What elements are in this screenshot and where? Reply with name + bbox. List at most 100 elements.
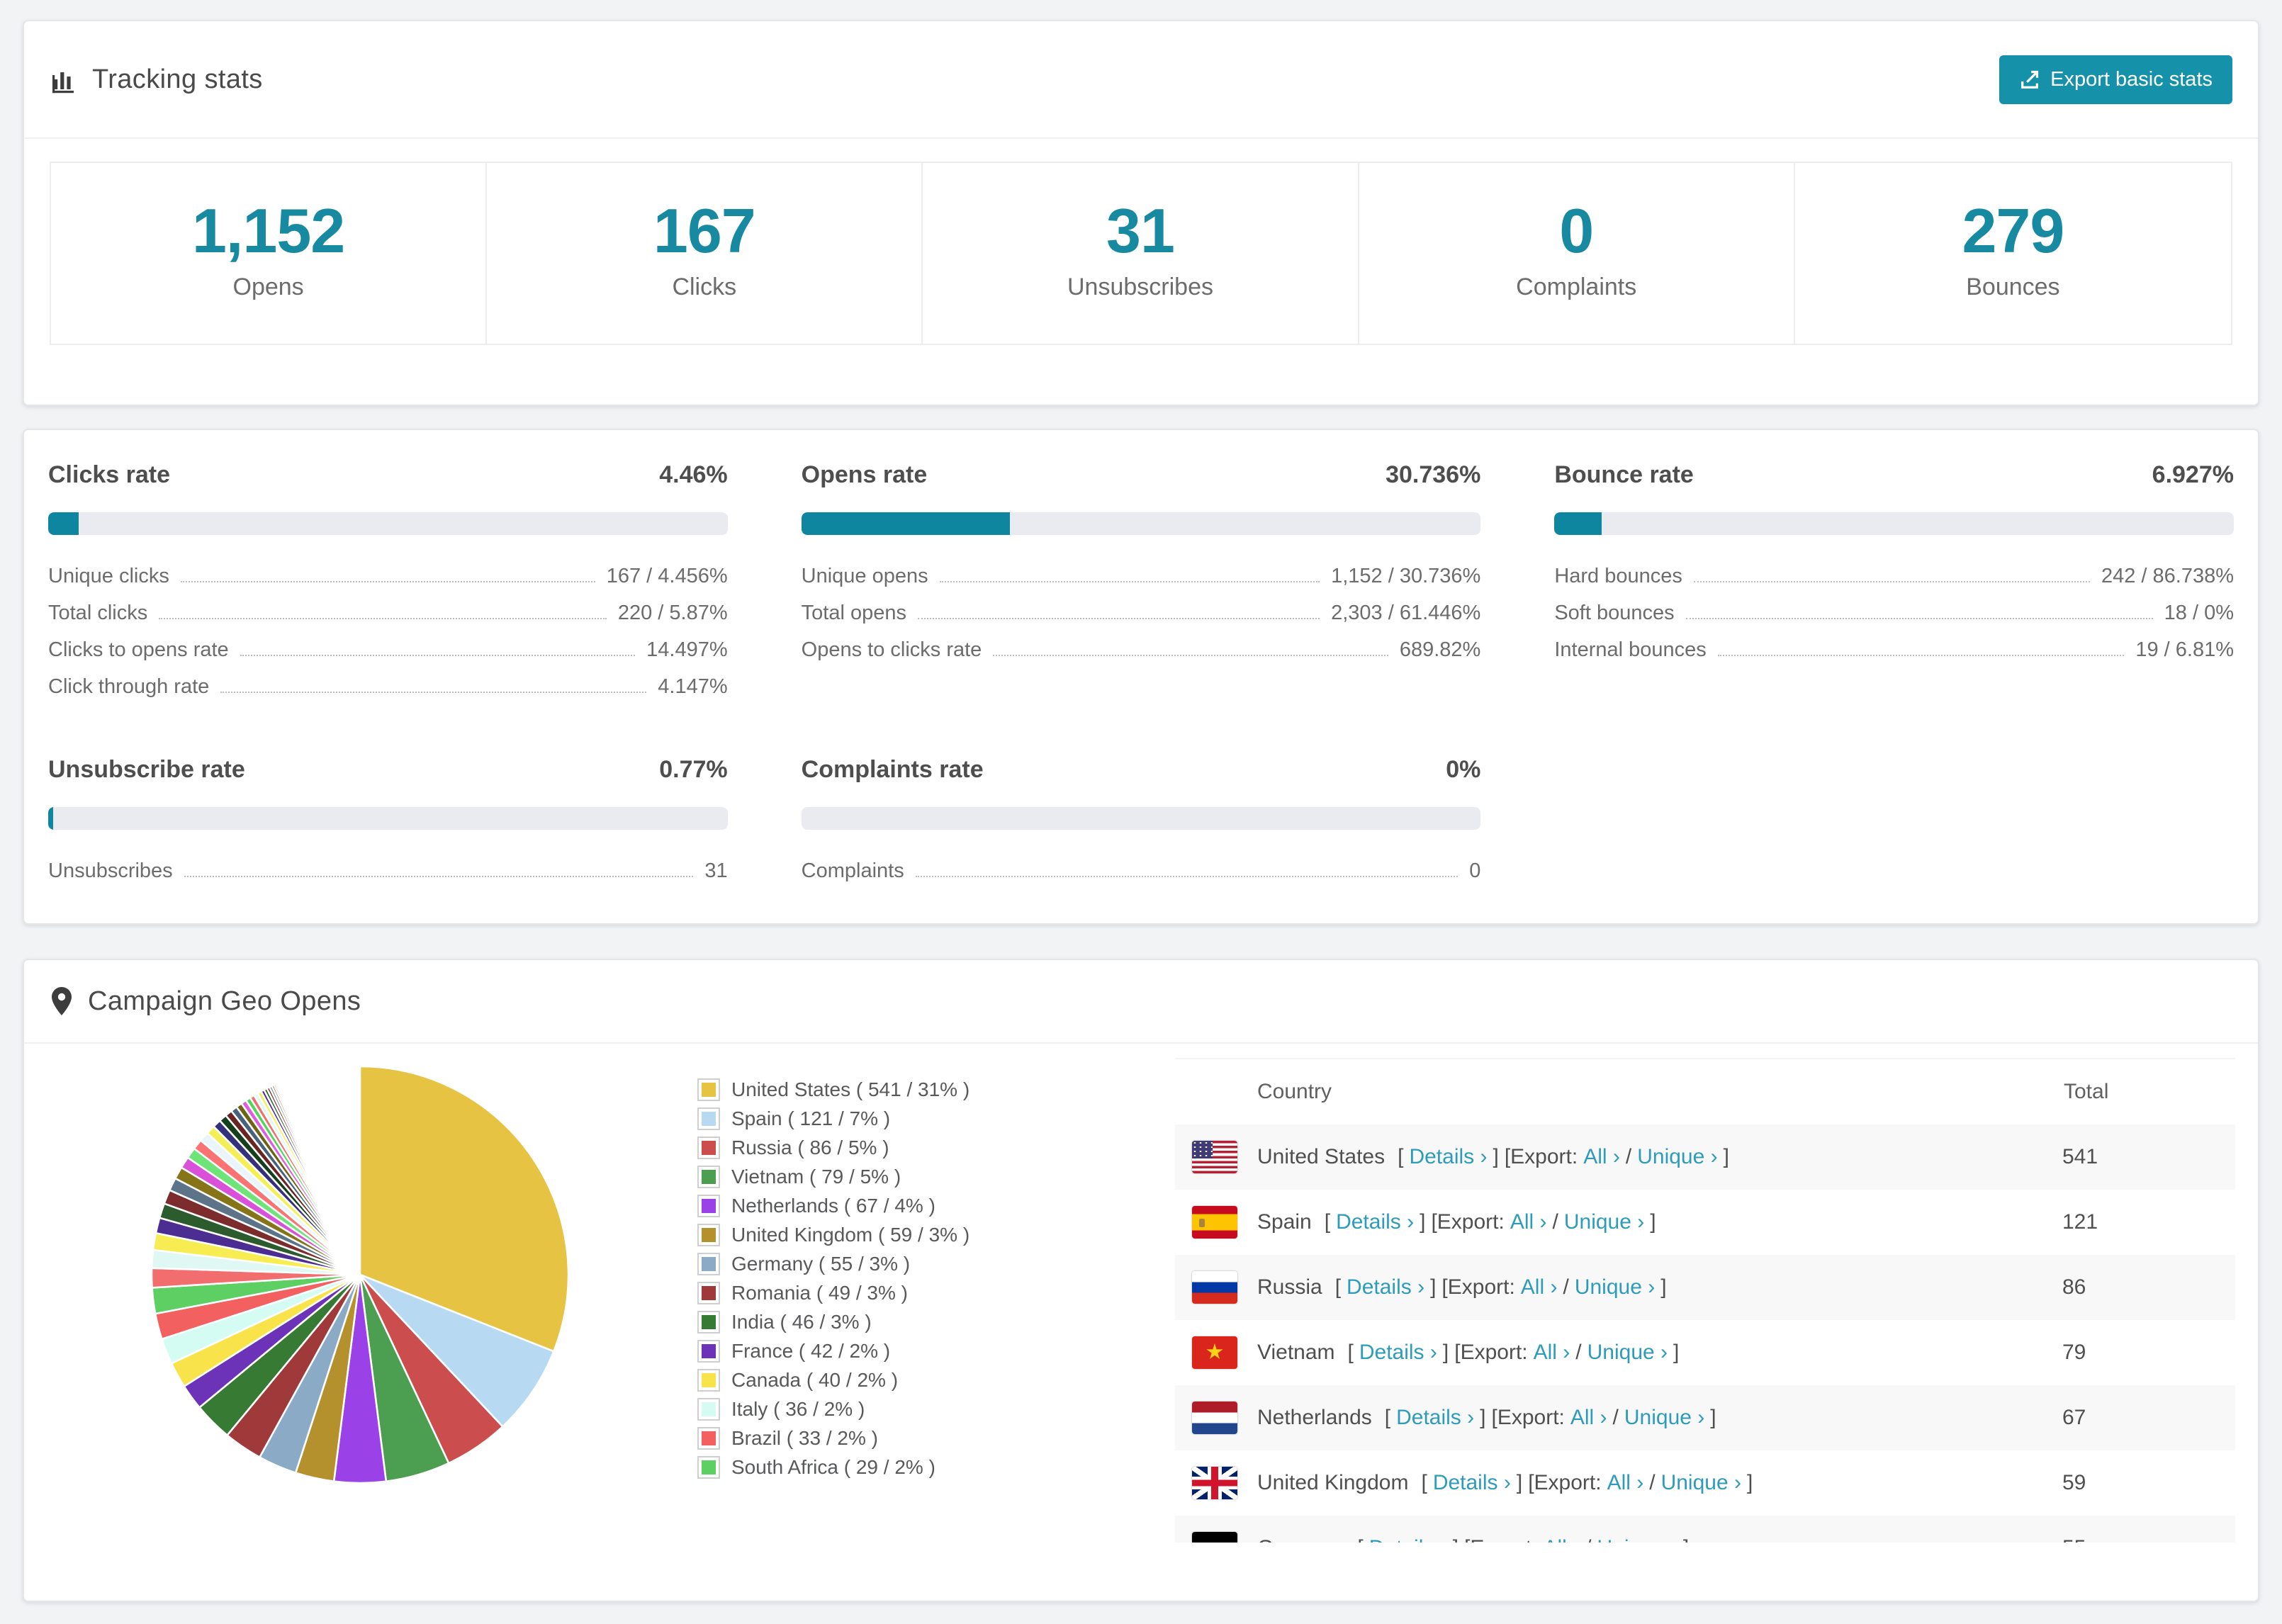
legend-label: Vietnam ( 79 / 5% ) — [731, 1165, 901, 1188]
geo-table-row-ru: Russia [Details ›] [Export: All › / Unique… — [1175, 1255, 2235, 1320]
stat-row-label: Internal bounces — [1554, 638, 1707, 661]
legend-item-france[interactable]: France ( 42 / 2% ) — [697, 1336, 1175, 1365]
legend-swatch — [697, 1194, 720, 1217]
legend-item-india[interactable]: India ( 46 / 3% ) — [697, 1307, 1175, 1336]
flag-us-icon — [1192, 1141, 1237, 1173]
legend-item-canada[interactable]: Canada ( 40 / 2% ) — [697, 1365, 1175, 1394]
country-cell: Netherlands [Details ›] [Export: All › / U… — [1175, 1385, 2062, 1450]
bracket: ] — [1430, 1275, 1437, 1299]
stat-box-opens: 1,152 Opens — [51, 163, 488, 344]
dotted-leader — [240, 655, 636, 656]
details-link[interactable]: Details › — [1396, 1406, 1475, 1429]
legend-label: Canada ( 40 / 2% ) — [731, 1368, 899, 1391]
pie-slice[interactable] — [359, 1065, 570, 1353]
bracket: ] — [1683, 1536, 1689, 1543]
legend-label: United Kingdom ( 59 / 3% ) — [731, 1223, 970, 1246]
export-all-link[interactable]: All › — [1607, 1471, 1644, 1494]
rate-head: Opens rate 30.736% — [802, 461, 1481, 495]
legend-item-brazil[interactable]: Brazil ( 33 / 2% ) — [697, 1423, 1175, 1453]
export-all-link[interactable]: All › — [1543, 1536, 1580, 1543]
export-basic-stats-button[interactable]: Export basic stats — [1999, 55, 2232, 104]
stat-row-label: Total clicks — [48, 601, 148, 624]
stat-row-value: 19 / 6.81% — [2135, 638, 2234, 661]
geo-table-header-row: Country Total — [1175, 1058, 2235, 1124]
legend-swatch — [697, 1455, 720, 1479]
rate-title: Unsubscribe rate — [48, 756, 245, 783]
dotted-leader — [184, 876, 694, 877]
stat-row: Clicks to opens rate 14.497% — [48, 631, 728, 668]
details-link[interactable]: Details › — [1432, 1471, 1511, 1494]
pie-slice[interactable] — [291, 1076, 361, 1276]
dotted-leader — [1685, 618, 2153, 619]
rate-title: Clicks rate — [48, 461, 170, 488]
export-all-link[interactable]: All › — [1570, 1406, 1607, 1429]
geo-table-body: United States [Details ›] [Export: All › … — [1175, 1124, 2235, 1543]
details-link[interactable]: Details › — [1347, 1275, 1425, 1299]
legend-item-italy[interactable]: Italy ( 36 / 2% ) — [697, 1394, 1175, 1423]
export-unique-link[interactable]: Unique › — [1624, 1406, 1705, 1429]
dotted-leader — [915, 876, 1458, 877]
bracket: ] — [1516, 1471, 1523, 1494]
separator: / — [1649, 1471, 1656, 1494]
country-name: United States — [1257, 1145, 1386, 1168]
dotted-leader — [180, 581, 595, 582]
stat-value: 279 — [1962, 196, 2064, 266]
rate-title: Bounce rate — [1554, 461, 1694, 488]
geo-table-row-nl: Netherlands [Details ›] [Export: All › / U… — [1175, 1385, 2235, 1450]
legend-label: Germany ( 55 / 3% ) — [731, 1252, 911, 1275]
rate-progress-track — [801, 512, 1481, 535]
stat-row-value: 689.82% — [1399, 638, 1481, 661]
bracket: [ — [1324, 1210, 1331, 1234]
details-link[interactable]: Details › — [1369, 1536, 1447, 1543]
export-prefix: [Export: — [1504, 1145, 1578, 1168]
export-all-link[interactable]: All › — [1533, 1341, 1570, 1364]
country-total: 59 — [2062, 1471, 2086, 1494]
rate-progress-track — [1554, 512, 2234, 535]
legend-label: United States ( 541 / 31% ) — [731, 1078, 970, 1100]
export-unique-link[interactable]: Unique › — [1637, 1145, 1718, 1168]
geo-opens-pie-chart[interactable] — [149, 1064, 571, 1486]
export-all-link[interactable]: All › — [1510, 1210, 1547, 1234]
separator: / — [1612, 1406, 1619, 1429]
country-cell: Spain [Details ›] [Export: All › / Unique … — [1175, 1190, 2062, 1255]
export-unique-link[interactable]: Unique › — [1587, 1341, 1668, 1364]
export-unique-link[interactable]: Unique › — [1597, 1536, 1677, 1543]
export-unique-link[interactable]: Unique › — [1660, 1471, 1741, 1494]
export-prefix: [Export: — [1431, 1210, 1505, 1234]
legend-item-germany[interactable]: Germany ( 55 / 3% ) — [697, 1249, 1175, 1278]
legend-item-united-states[interactable]: United States ( 541 / 31% ) — [697, 1075, 1175, 1104]
legend-item-netherlands[interactable]: Netherlands ( 67 / 4% ) — [697, 1191, 1175, 1220]
export-prefix: [Export: — [1454, 1341, 1528, 1364]
export-button-label: Export basic stats — [2050, 67, 2213, 91]
stat-row: Complaints 0 — [802, 852, 1481, 889]
legend-item-spain[interactable]: Spain ( 121 / 7% ) — [697, 1104, 1175, 1133]
details-link[interactable]: Details › — [1409, 1145, 1488, 1168]
separator: / — [1552, 1210, 1558, 1234]
stat-row-value: 14.497% — [646, 638, 728, 661]
rate-progress-fill — [801, 512, 1011, 535]
country-column-header: Country — [1175, 1058, 2062, 1124]
legend-item-south-africa[interactable]: South Africa ( 29 / 2% ) — [697, 1453, 1175, 1482]
dotted-leader — [993, 655, 1388, 656]
stat-row: Internal bounces 19 / 6.81% — [1554, 631, 2234, 668]
legend-item-united-kingdom[interactable]: United Kingdom ( 59 / 3% ) — [697, 1220, 1175, 1249]
details-link[interactable]: Details › — [1336, 1210, 1415, 1234]
export-all-link[interactable]: All › — [1520, 1275, 1558, 1299]
legend-item-vietnam[interactable]: Vietnam ( 79 / 5% ) — [697, 1162, 1175, 1191]
export-unique-link[interactable]: Unique › — [1574, 1275, 1656, 1299]
dotted-leader — [220, 692, 647, 693]
export-unique-link[interactable]: Unique › — [1563, 1210, 1645, 1234]
export-all-link[interactable]: All › — [1583, 1145, 1620, 1168]
legend-label: India ( 46 / 3% ) — [731, 1310, 872, 1333]
details-link[interactable]: Details › — [1359, 1341, 1437, 1364]
rate-progress-track — [48, 807, 728, 830]
legend-item-russia[interactable]: Russia ( 86 / 5% ) — [697, 1133, 1175, 1162]
legend-label: Russia ( 86 / 5% ) — [731, 1136, 889, 1158]
pie-slice[interactable] — [359, 1273, 555, 1428]
bracket: ] — [1710, 1406, 1716, 1429]
stat-row-value: 2,303 / 61.446% — [1331, 601, 1481, 624]
country-cell: United Kingdom [Details ›] [Export: All ›… — [1175, 1450, 2062, 1516]
country-total: 67 — [2062, 1406, 2086, 1429]
geo-table-wrap: Country Total United States [Details ›] … — [1175, 1058, 2235, 1543]
legend-item-romania[interactable]: Romania ( 49 / 3% ) — [697, 1278, 1175, 1307]
